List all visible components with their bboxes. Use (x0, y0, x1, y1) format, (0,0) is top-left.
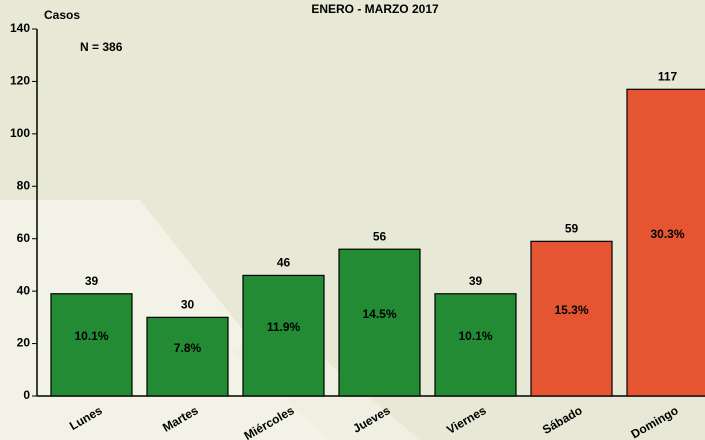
y-tick-label: 80 (17, 178, 31, 192)
bar (146, 316, 229, 397)
y-tick-label: 100 (10, 126, 30, 140)
value-label: 30 (181, 298, 195, 312)
y-axis-label: Casos (44, 8, 80, 22)
value-label: 56 (373, 229, 387, 243)
value-label: 59 (565, 222, 579, 236)
y-tick-label: 140 (10, 21, 30, 35)
value-label: 46 (277, 256, 291, 270)
percent-label: 10.1% (458, 329, 492, 343)
y-tick-label: 120 (10, 74, 30, 88)
y-tick-label: 60 (17, 231, 31, 245)
value-label: 39 (85, 274, 99, 288)
value-label: 117 (658, 69, 678, 83)
percent-label: 15.3% (554, 303, 588, 317)
percent-label: 11.9% (267, 320, 301, 334)
y-tick-label: 0 (23, 388, 30, 402)
bar (434, 293, 517, 397)
y-tick-label: 20 (17, 336, 31, 350)
y-tick-label: 40 (17, 283, 31, 297)
percent-label: 30.3% (650, 227, 684, 241)
bar (338, 248, 421, 397)
percent-label: 10.1% (74, 329, 108, 343)
bar (50, 293, 133, 397)
bar (242, 274, 325, 397)
annotation: N = 386 (80, 40, 123, 54)
bar (626, 88, 705, 397)
bar (530, 240, 613, 397)
percent-label: 14.5% (362, 307, 396, 321)
percent-label: 7.8% (174, 341, 202, 355)
chart-title: ENERO - MARZO 2017 (311, 2, 439, 16)
value-label: 39 (469, 274, 483, 288)
